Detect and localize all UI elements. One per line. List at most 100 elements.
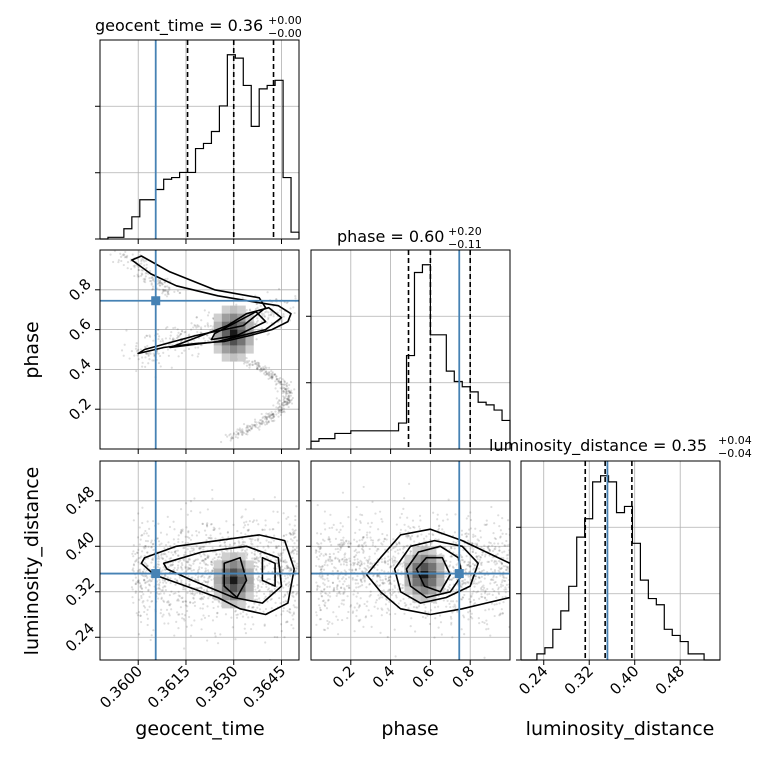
sample-point xyxy=(354,569,357,572)
sample-point xyxy=(370,521,373,524)
sample-point xyxy=(385,534,389,537)
sample-point xyxy=(189,550,192,553)
sample-point xyxy=(462,548,465,552)
sample-point xyxy=(276,402,279,405)
sample-point xyxy=(151,288,154,291)
sample-point xyxy=(245,361,248,364)
sample-point xyxy=(207,577,210,580)
sample-point xyxy=(264,641,267,644)
sample-point xyxy=(206,334,209,337)
sample-point xyxy=(382,582,385,585)
sample-point xyxy=(284,394,288,398)
sample-point xyxy=(242,540,245,543)
sample-point xyxy=(371,544,374,547)
sample-point xyxy=(203,579,206,582)
sample-point xyxy=(141,590,144,594)
sample-point xyxy=(189,567,192,570)
sample-point xyxy=(264,373,267,376)
density-cell xyxy=(229,345,238,354)
sample-point xyxy=(280,554,283,557)
sample-point xyxy=(164,327,168,330)
sample-point xyxy=(141,506,144,509)
sample-point xyxy=(168,288,171,291)
sample-point xyxy=(322,568,326,571)
sample-point xyxy=(275,413,278,416)
sample-point xyxy=(251,425,254,429)
sample-point xyxy=(316,584,319,587)
sample-point xyxy=(275,562,279,565)
sample-point xyxy=(166,290,169,294)
sample-point xyxy=(180,562,183,565)
sample-point xyxy=(164,574,167,578)
sample-point xyxy=(164,585,167,588)
density-cell xyxy=(221,305,230,314)
sample-point xyxy=(193,559,196,562)
sample-point xyxy=(469,547,472,550)
sample-point xyxy=(270,369,273,373)
sample-point xyxy=(285,391,288,394)
sample-point xyxy=(197,578,200,581)
sample-point xyxy=(354,578,357,581)
sample-point xyxy=(450,623,453,626)
sample-point xyxy=(172,553,175,556)
sample-point xyxy=(258,552,262,555)
sample-point xyxy=(389,575,392,579)
sample-point xyxy=(354,531,357,534)
sample-point xyxy=(240,516,243,519)
sample-point xyxy=(323,583,326,586)
sample-point xyxy=(292,604,295,607)
sample-point xyxy=(488,592,491,595)
sample-point xyxy=(177,534,180,537)
sample-point xyxy=(376,568,379,571)
sample-point xyxy=(263,368,266,371)
sample-point xyxy=(191,592,194,595)
sample-point xyxy=(376,563,379,567)
sample-point xyxy=(259,541,262,544)
sample-point xyxy=(200,331,203,334)
sample-point xyxy=(504,588,508,591)
sample-point xyxy=(257,421,260,424)
sample-point xyxy=(319,592,322,595)
sample-point xyxy=(158,586,161,590)
sample-point xyxy=(326,574,329,577)
sample-point xyxy=(168,337,172,340)
sample-point xyxy=(258,365,261,368)
sample-point xyxy=(252,606,255,609)
sample-point xyxy=(270,372,274,375)
sample-point xyxy=(243,549,247,553)
sample-point xyxy=(286,565,290,568)
sample-point xyxy=(383,582,386,585)
sample-point xyxy=(409,603,412,606)
sample-point xyxy=(156,592,159,595)
y-axis-label-phase: phase xyxy=(21,321,43,378)
sample-point xyxy=(327,594,330,597)
sample-point xyxy=(237,540,240,543)
sample-point xyxy=(158,557,161,560)
sample-point xyxy=(284,559,287,562)
sample-point xyxy=(269,376,272,380)
sample-point xyxy=(282,390,285,393)
sample-point xyxy=(152,352,155,355)
sample-point xyxy=(147,353,150,356)
sample-point xyxy=(140,534,143,537)
sample-point xyxy=(465,532,468,535)
y-tick-label-luminosity-distance-2: 0.40 xyxy=(62,528,98,564)
sample-point xyxy=(353,538,356,541)
sample-point xyxy=(293,524,296,527)
sample-point xyxy=(261,528,264,532)
x-tick-label-phase-3: 0.8 xyxy=(448,662,478,692)
sample-point xyxy=(140,550,144,553)
sample-point xyxy=(444,587,447,591)
sample-point xyxy=(356,563,359,566)
sample-point xyxy=(378,574,381,577)
sample-point xyxy=(261,314,264,317)
density-cell xyxy=(229,329,238,338)
sample-point xyxy=(271,570,274,573)
sample-point xyxy=(476,538,479,541)
sample-point xyxy=(316,542,319,545)
sample-point xyxy=(176,328,179,331)
sample-point xyxy=(277,409,280,412)
sample-point xyxy=(277,379,281,383)
sample-point xyxy=(280,385,284,388)
sample-point xyxy=(246,429,249,432)
